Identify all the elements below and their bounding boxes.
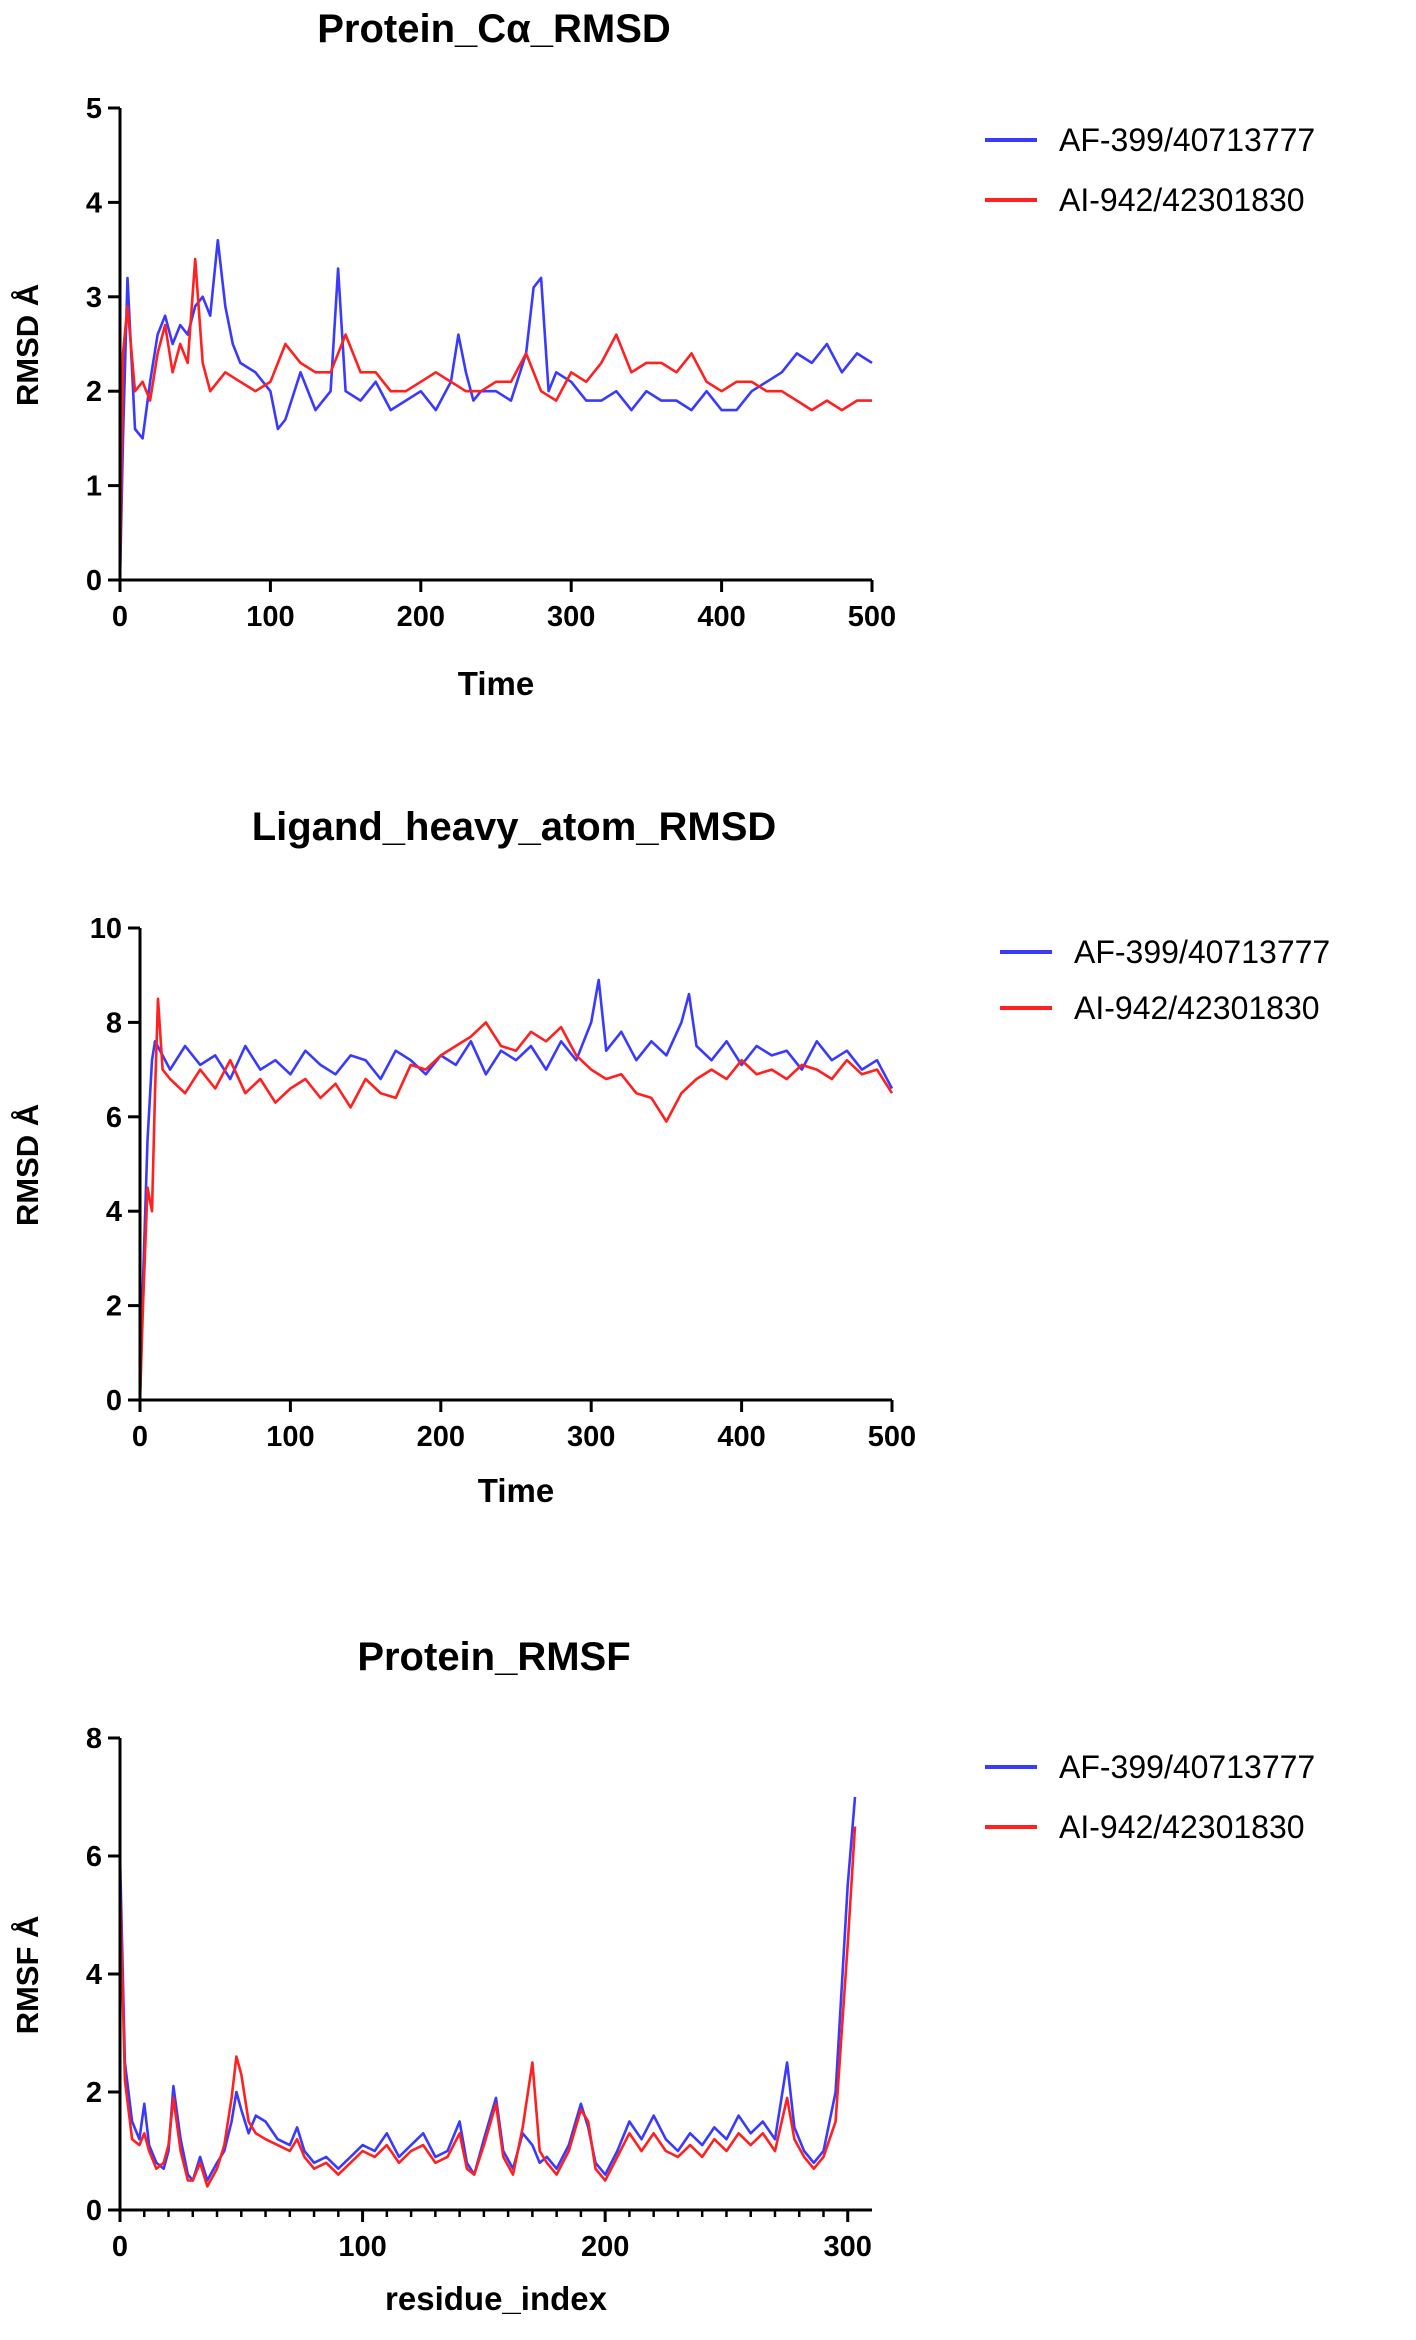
legend-label-ai-942: AI-942/42301830 bbox=[1059, 182, 1305, 218]
x-axis-label: Time bbox=[458, 665, 534, 702]
chart-panel-1: Protein_Cα_RMSD 0 1 2 3 4 5 0 100 200 300 400 500 Tim… bbox=[0, 0, 1416, 780]
chart-title: Protein_RMSF bbox=[357, 1635, 630, 1679]
x-tick-label: 300 bbox=[824, 2231, 872, 2263]
series-line-af-399 bbox=[118, 1796, 857, 2182]
x-tick-label: 500 bbox=[868, 1421, 916, 1453]
x-tick-label: 400 bbox=[717, 1421, 765, 1453]
y-tick-label: 1 bbox=[86, 471, 102, 503]
y-tick-label: 4 bbox=[86, 187, 102, 219]
legend-label-af-399: AF-399/40713777 bbox=[1059, 122, 1315, 158]
x-tick-label: 200 bbox=[417, 1421, 465, 1453]
chart-svg: Protein_RMSF 0 2 4 6 8 0 100 200 300 residue_index… bbox=[10, 1635, 1315, 2317]
x-tick-label: 0 bbox=[112, 2231, 128, 2263]
chart-title: Protein_Cα_RMSD bbox=[317, 7, 671, 51]
legend: AF-399/40713777 AI-942/42301830 bbox=[1000, 934, 1330, 1026]
x-tick-label: 200 bbox=[581, 2231, 629, 2263]
y-tick-label: 8 bbox=[106, 1007, 122, 1039]
y-tick-label: 4 bbox=[106, 1196, 122, 1228]
y-tick-label: 0 bbox=[106, 1385, 122, 1417]
x-tick-label: 0 bbox=[132, 1421, 148, 1453]
y-tick-label: 8 bbox=[86, 1723, 102, 1755]
x-tick-label: 500 bbox=[848, 601, 896, 633]
y-tick-label: 0 bbox=[86, 2195, 102, 2227]
x-tick-label: 400 bbox=[697, 601, 745, 633]
y-tick-label: 0 bbox=[86, 565, 102, 597]
x-tick-label: 300 bbox=[567, 1421, 615, 1453]
series-line-ai-942 bbox=[118, 1826, 857, 2188]
series-line-ai-942 bbox=[138, 997, 894, 1401]
x-tick-label: 300 bbox=[547, 601, 595, 633]
x-tick-label: 100 bbox=[338, 2231, 386, 2263]
y-tick-label: 5 bbox=[86, 93, 102, 125]
chart-svg: Protein_Cα_RMSD 0 1 2 3 4 5 0 100 200 300 400 500 Tim… bbox=[10, 7, 1315, 702]
legend-label-af-399: AF-399/40713777 bbox=[1059, 1749, 1315, 1785]
y-axis-label: RMSF Å bbox=[10, 1916, 45, 2035]
chart-panel-3: Protein_RMSF 0 2 4 6 8 0 100 200 300 residue_index… bbox=[0, 1560, 1416, 2340]
y-tick-label: 2 bbox=[106, 1291, 122, 1323]
x-tick-label: 200 bbox=[397, 601, 445, 633]
x-axis-label: Time bbox=[478, 1472, 554, 1509]
legend-label-ai-942: AI-942/42301830 bbox=[1074, 990, 1320, 1026]
chart-title: Ligand_heavy_atom_RMSD bbox=[252, 805, 777, 849]
y-axis-label: RMSD Å bbox=[10, 1104, 45, 1226]
y-tick-label: 2 bbox=[86, 376, 102, 408]
series-line-af-399 bbox=[118, 238, 873, 581]
legend: AF-399/40713777 AI-942/42301830 bbox=[985, 1749, 1315, 1845]
y-tick-label: 6 bbox=[86, 1841, 102, 1873]
legend-label-ai-942: AI-942/42301830 bbox=[1059, 1809, 1305, 1845]
y-tick-label: 2 bbox=[86, 2077, 102, 2109]
y-axis-label: RMSD Å bbox=[10, 284, 45, 406]
x-tick-label: 0 bbox=[112, 601, 128, 633]
y-tick-label: 10 bbox=[90, 913, 122, 945]
x-axis-label: residue_index bbox=[385, 2280, 608, 2317]
series-line-ai-942 bbox=[118, 257, 872, 581]
legend: AF-399/40713777 AI-942/42301830 bbox=[985, 122, 1315, 218]
chart-panel-2: Ligand_heavy_atom_RMSD 0 2 4 6 8 10 0 100 200 300 4… bbox=[0, 780, 1416, 1560]
x-tick-label: 100 bbox=[246, 601, 294, 633]
legend-label-af-399: AF-399/40713777 bbox=[1074, 934, 1330, 970]
x-tick-label: 100 bbox=[266, 1421, 314, 1453]
y-tick-label: 3 bbox=[86, 282, 102, 314]
y-tick-label: 6 bbox=[106, 1102, 122, 1134]
y-tick-label: 4 bbox=[86, 1959, 102, 1991]
series-line-af-399 bbox=[138, 978, 894, 1401]
